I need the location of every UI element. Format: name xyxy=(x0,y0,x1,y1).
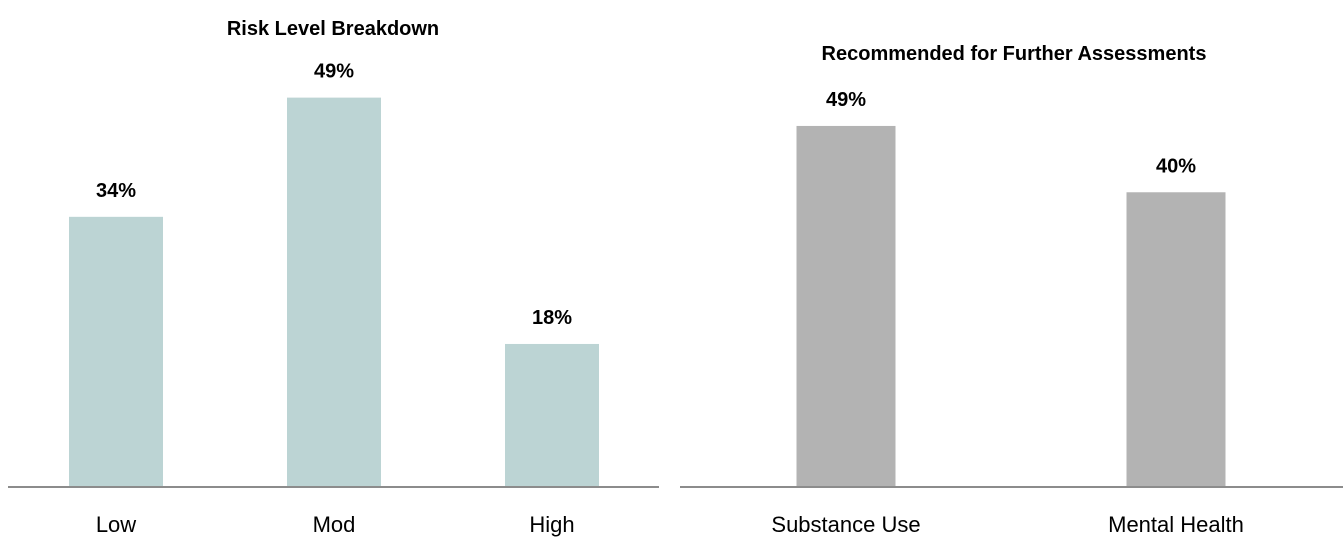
chart-title-further-assessments: Recommended for Further Assessments xyxy=(822,43,1207,65)
value-label-high: 18% xyxy=(532,307,572,329)
bars-further-assessments: 49% 40% xyxy=(796,89,1226,488)
value-label-substance-use: 49% xyxy=(826,89,866,111)
bars-risk-level: 34% 49% 18% xyxy=(69,61,599,488)
bar-substance-use xyxy=(796,125,896,488)
tick-label-mod: Mod xyxy=(313,512,356,537)
bar-low xyxy=(69,216,163,488)
tick-label-high: High xyxy=(529,512,574,537)
bar-high xyxy=(505,343,599,487)
bar-mod xyxy=(287,97,381,487)
tick-label-substance-use: Substance Use xyxy=(771,512,920,537)
chart-further-assessments: Recommended for Further Assessments 49%4… xyxy=(680,43,1343,537)
value-label-mod: 49% xyxy=(314,61,354,83)
bar-mental-health xyxy=(1126,192,1226,487)
tick-labels-further-assessments: Substance Use Mental Health xyxy=(771,512,1243,537)
chart-risk-level: Risk Level Breakdown 34% 49% 18% Low Mod Hig… xyxy=(8,18,659,537)
chart-title-risk-level: Risk Level Breakdown xyxy=(227,18,439,40)
tick-label-mental-health: Mental Health xyxy=(1108,512,1244,537)
tick-label-low: Low xyxy=(96,512,136,537)
value-label-low: 34% xyxy=(96,180,136,202)
tick-labels-risk-level: Low Mod High xyxy=(96,512,575,537)
value-label-mental-health: 40% xyxy=(1156,155,1196,177)
